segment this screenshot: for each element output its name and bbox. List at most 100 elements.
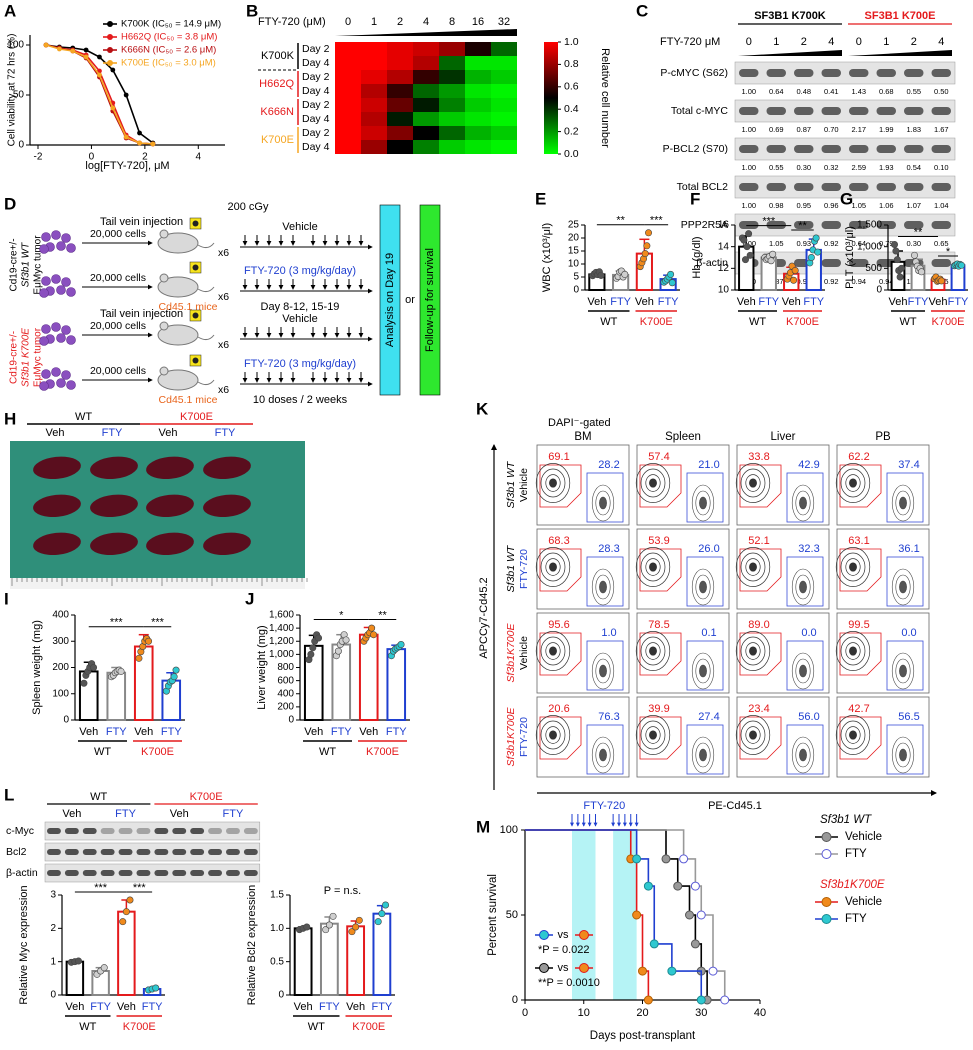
dose-wedge xyxy=(738,50,842,56)
cd451-gate xyxy=(586,724,624,775)
contour xyxy=(691,652,715,690)
legend-label: Vehicle xyxy=(845,896,882,908)
y-tick-label: 2 xyxy=(50,923,56,934)
heat-cell xyxy=(387,98,413,112)
data-point xyxy=(814,248,822,256)
contour xyxy=(749,562,757,572)
blot-band xyxy=(243,828,258,834)
cd451-percent: 32.3 xyxy=(798,543,819,555)
x-tick-label: 0 xyxy=(89,152,95,163)
x-tick-label: Veh xyxy=(134,726,153,738)
heat-cell xyxy=(361,56,387,70)
data-point xyxy=(56,46,62,52)
row-label: Day 4 xyxy=(302,141,330,153)
spleen xyxy=(203,456,251,480)
cd452-gate xyxy=(739,632,782,676)
heat-cell xyxy=(439,56,465,70)
contour xyxy=(835,547,871,587)
heat-cell xyxy=(491,42,517,56)
count-label: x6 xyxy=(218,384,229,396)
heat-cell xyxy=(335,84,361,98)
column-label: BM xyxy=(574,431,591,443)
panel-letter: A xyxy=(4,1,16,20)
row-label: Sf3b1 WT xyxy=(505,544,517,592)
group-label: WT xyxy=(90,791,107,803)
cell-icon xyxy=(56,285,66,295)
data-point xyxy=(741,256,749,264)
contour xyxy=(599,664,607,678)
cd452-percent: 99.5 xyxy=(848,619,869,631)
heat-cell xyxy=(491,140,517,154)
blot-band xyxy=(849,221,869,229)
row-label: Day 4 xyxy=(302,85,330,97)
cd451-percent: 28.3 xyxy=(598,543,619,555)
row-label: Vehicle xyxy=(518,636,530,670)
cd451-gate xyxy=(886,472,924,523)
contour xyxy=(635,631,671,671)
contour xyxy=(699,496,707,510)
y-tick-label: 3 xyxy=(50,890,56,901)
x-tick-label: Veh xyxy=(929,296,948,308)
contour xyxy=(849,562,857,572)
quantification: 1.43 xyxy=(851,87,866,96)
quantification: 1.00 xyxy=(741,163,756,172)
x-tick-label: FTY xyxy=(161,726,182,738)
quantification: 0.65 xyxy=(934,239,949,248)
data-point xyxy=(110,67,116,73)
quantification: 0.48 xyxy=(796,87,811,96)
blot-band xyxy=(794,183,814,191)
bar xyxy=(372,912,392,997)
data-point xyxy=(743,243,751,251)
contour xyxy=(640,636,666,666)
contour xyxy=(691,736,715,774)
contour xyxy=(845,726,861,744)
contour xyxy=(849,478,857,488)
contour xyxy=(895,742,911,768)
y-tick-label: 10 xyxy=(718,285,730,296)
blot-band xyxy=(876,69,896,77)
data-point xyxy=(374,918,382,926)
contour xyxy=(840,552,866,582)
group-label: H662Q xyxy=(259,78,294,90)
blot-band xyxy=(794,145,814,153)
survival-point xyxy=(643,995,653,1005)
contour xyxy=(645,642,661,660)
cell-icon xyxy=(61,370,71,380)
data-point xyxy=(807,254,815,262)
blot-band xyxy=(226,870,240,876)
contour xyxy=(591,652,615,690)
or-label: or xyxy=(405,294,415,306)
panel-letter: L xyxy=(4,785,14,804)
data-point xyxy=(370,631,378,639)
quantification: 1.05 xyxy=(769,239,784,248)
panel-letter: G xyxy=(840,189,853,208)
blot-band xyxy=(739,221,759,229)
quantification: 1.00 xyxy=(741,87,756,96)
recipient-label: Cd45.1 mice xyxy=(159,394,218,406)
x-tick-label: Veh xyxy=(79,726,98,738)
data-point xyxy=(668,279,676,287)
comparison-marker xyxy=(579,963,589,973)
cd452-percent: 89.0 xyxy=(748,619,769,631)
data-point xyxy=(397,641,405,649)
panel-letter: I xyxy=(4,589,9,608)
y-tick-label: 300 xyxy=(52,636,69,647)
y-axis-label: Liver weight (mg) xyxy=(256,625,268,709)
heat-cell xyxy=(361,98,387,112)
legend-label: K666N (IC₅₀ = 2.6 μM) xyxy=(121,45,216,56)
contour xyxy=(695,742,711,768)
radiation-symbol xyxy=(192,264,199,271)
heat-cell xyxy=(465,140,491,154)
heat-cell xyxy=(361,112,387,126)
legend-marker xyxy=(821,914,832,924)
panel-letter: D xyxy=(4,194,16,213)
row-label: Sf3b1K700E xyxy=(505,707,517,767)
contour xyxy=(595,658,611,684)
treatment-window xyxy=(613,830,637,1000)
data-point xyxy=(307,650,315,658)
heat-cell xyxy=(465,56,491,70)
blot-band xyxy=(100,828,115,834)
heat-cell xyxy=(387,56,413,70)
contour xyxy=(535,715,571,755)
quantification: 0.79 xyxy=(879,239,894,248)
